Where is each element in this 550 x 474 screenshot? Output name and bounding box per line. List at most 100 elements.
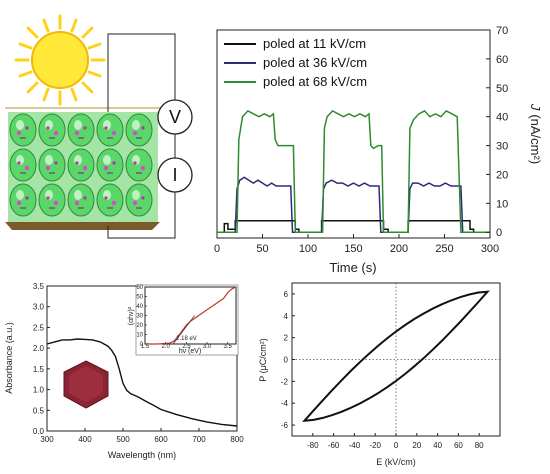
charge-dot: [45, 165, 51, 171]
y-tick-label: -4: [281, 399, 289, 408]
charge-dot: [46, 196, 50, 200]
y-tick-label: 20: [496, 169, 508, 181]
tauc-series: [145, 286, 237, 345]
x-tick-label: -80: [307, 441, 319, 450]
y-tick-label: 10: [496, 198, 508, 210]
photocurrent-y-label-unit: (nA/cm²): [528, 114, 543, 164]
tauc-y-label: (αhν)²: [128, 306, 135, 325]
x-tick-label: 600: [154, 435, 168, 444]
x-tick-label: 1.5: [141, 344, 150, 350]
y-tick-label: 0: [496, 227, 502, 239]
series-line-0: [217, 219, 490, 233]
sun-icon: [14, 14, 106, 106]
absorbance-series: [46, 338, 238, 427]
charge-dot: [140, 165, 146, 171]
y-tick-label: 30: [496, 141, 508, 153]
absorbance-y-label: Absorbance (a.u.): [4, 322, 14, 394]
charge-dot: [25, 126, 29, 130]
tauc-fit-line: [172, 315, 195, 345]
y-tick-label: 4: [284, 312, 289, 321]
photocurrent-x-label: Time (s): [329, 260, 376, 275]
tauc-line: [145, 286, 237, 345]
y-tick-label: -6: [281, 421, 289, 430]
hysteresis-y-ticks: -6 -4 -2 0 2 4 6: [281, 290, 295, 430]
legend-label-2: poled at 68 kV/cm: [263, 74, 367, 89]
tauc-x-label: hν (eV): [179, 348, 202, 355]
charge-dot: [24, 165, 30, 171]
substrate: [5, 222, 160, 230]
legend-label-1: poled at 36 kV/cm: [263, 55, 367, 70]
y-tick-label: 3.0: [33, 303, 45, 312]
tauc-annotation: 2.18 eV: [176, 336, 197, 342]
crystal-highlight: [132, 120, 140, 130]
x-tick-label: 3.5: [224, 344, 233, 350]
tauc-inset: 1.5 2.0 2.5 3.0 3.5 0 10 20 30 40 50 60 2.18 eV hν…: [128, 284, 239, 356]
x-tick-label: -20: [369, 441, 381, 450]
x-tick-label: 500: [116, 435, 130, 444]
charge-dot: [132, 200, 138, 206]
hysteresis-center-lines: [292, 283, 500, 436]
x-tick-label: -40: [349, 441, 361, 450]
x-tick-label: 50: [256, 243, 268, 255]
y-tick-label: 40: [496, 112, 508, 124]
x-tick-label: 300: [481, 243, 499, 255]
hysteresis-x-label: E (kV/cm): [376, 457, 416, 467]
y-tick-label: 40: [136, 304, 143, 310]
charge-dot: [17, 161, 21, 165]
x-tick-label: 3.0: [203, 344, 212, 350]
photocurrent-chart: 0 50 100 150 200 250 300 0 10 20 30 40 50 60 70 poled…: [214, 25, 543, 275]
charge-dot: [82, 165, 88, 171]
hysteresis-series: [302, 290, 490, 422]
charge-dot: [112, 161, 116, 165]
x-tick-label: 2.5: [182, 344, 191, 350]
y-tick-label: 50: [496, 83, 508, 95]
y-tick-label: 6: [284, 290, 289, 299]
charge-dot: [74, 130, 80, 136]
y-tick-label: 0.0: [33, 427, 45, 436]
charge-dot: [54, 161, 58, 165]
crystal-grain: [125, 148, 153, 182]
crystal-highlight: [103, 155, 111, 165]
x-tick-label: 150: [344, 243, 362, 255]
x-tick-label: 400: [78, 435, 92, 444]
crystal-highlight: [132, 190, 140, 200]
photocurrent-y-ticks: 0 10 20 30 40 50 60 70: [486, 25, 508, 239]
photocurrent-x-ticks: 0 50 100 150 200 250 300: [214, 234, 499, 255]
ammeter-icon: [157, 157, 193, 193]
y-tick-label: 3.5: [33, 282, 45, 291]
hysteresis-y-label: P (μC/cm²): [258, 338, 268, 382]
x-tick-label: 80: [475, 441, 484, 450]
charge-dot: [133, 161, 137, 165]
x-tick-label: 2.0: [162, 344, 171, 350]
crystal-grain: [96, 113, 124, 147]
charge-dot: [141, 126, 145, 130]
charge-dot: [53, 200, 59, 206]
x-tick-label: 20: [412, 441, 421, 450]
absorbance-y-ticks: 0.0 0.5 1.0 1.5 2.0 2.5 3.0 3.5: [33, 282, 50, 436]
legend-label-0: poled at 11 kV/cm: [263, 36, 366, 51]
charge-dot: [25, 196, 29, 200]
charge-dot: [74, 200, 80, 206]
crystal-highlight: [45, 155, 53, 165]
y-tick-label: 0: [140, 342, 144, 348]
tauc-inset-frame-bg: [135, 284, 239, 356]
absorbance-x-ticks: 300 400 500 600 700 800: [40, 428, 244, 444]
x-tick-label: -60: [328, 441, 340, 450]
crystal-highlight: [74, 120, 82, 130]
x-tick-label: 0: [394, 441, 399, 450]
device-schematic: V I: [5, 14, 193, 239]
hysteresis-loop: [302, 290, 490, 422]
y-tick-label: 0: [284, 356, 289, 365]
tauc-x-ticks: 1.5 2.0 2.5 3.0 3.5: [141, 342, 233, 350]
x-tick-label: 800: [230, 435, 244, 444]
charge-dot: [111, 130, 117, 136]
photocurrent-series: [217, 109, 490, 233]
series-line-2: [217, 109, 490, 233]
crystal-grain: [96, 148, 124, 182]
charge-dot: [111, 200, 117, 206]
crystal-grain: [9, 148, 37, 182]
crystal-grain: [96, 183, 124, 217]
crystal-grain: [67, 183, 95, 217]
